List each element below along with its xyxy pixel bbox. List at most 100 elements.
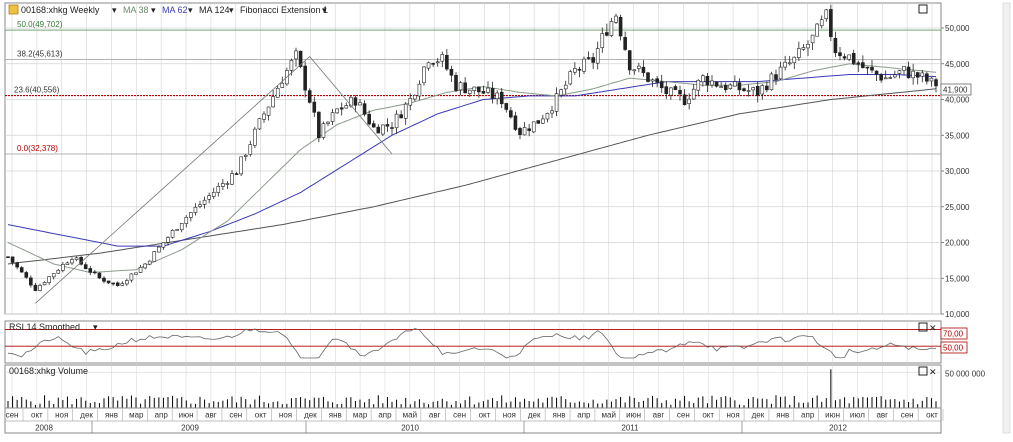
triangle-down-icon[interactable]: ▾ (188, 5, 193, 15)
rsi-maximize-icon[interactable] (918, 322, 928, 332)
month-label: янв (329, 411, 342, 420)
triangle-down-icon[interactable]: ▾ (151, 5, 156, 15)
candle-body (769, 73, 774, 90)
candle-body (751, 87, 755, 91)
month-label: авг (876, 411, 888, 420)
fibonacci-label[interactable]: Fibonacci Extension 1 (240, 5, 328, 15)
month-label: окт (31, 411, 43, 420)
year-label: 2008 (35, 424, 53, 433)
candle-body (111, 282, 115, 285)
fibonacci-level-label: 38.2(45,613) (17, 49, 63, 58)
price-tick-label: 15,000 (945, 274, 970, 283)
candle-body (303, 65, 307, 91)
candle-body (742, 88, 746, 91)
candle-body (426, 62, 431, 69)
candle-body (737, 82, 742, 91)
candle-body (344, 105, 349, 109)
candle-body (810, 34, 815, 44)
month-label: янв (105, 411, 118, 420)
volume-maximize-icon[interactable] (918, 366, 928, 376)
triangle-down-icon[interactable]: ▾ (322, 5, 327, 15)
fibonacci-level-label: 0.0(32,378) (17, 144, 58, 153)
ma38-label[interactable]: MA 38 (123, 5, 149, 15)
right-scrollbar[interactable] (1002, 2, 1011, 434)
month-label: май (602, 411, 616, 420)
candle-body (179, 223, 184, 231)
candle-body (870, 66, 874, 71)
candle-body (550, 110, 554, 114)
candle-body (157, 246, 161, 253)
month-label: апр (155, 411, 169, 420)
candle-body (385, 124, 390, 127)
candle-body (856, 62, 861, 65)
triangle-down-icon[interactable]: ▾ (93, 322, 98, 332)
candle-body (449, 68, 454, 76)
candle-body (627, 50, 632, 71)
candle-body (783, 61, 787, 68)
ma62-label[interactable]: MA 62 (162, 5, 188, 15)
rsi-title[interactable]: RSI 14 Smoothed (9, 322, 80, 332)
candle-body (88, 268, 93, 273)
triangle-down-icon[interactable]: ▾ (229, 5, 234, 15)
rsi-line (7, 328, 937, 359)
candle-body (682, 94, 687, 106)
candle-body (221, 183, 225, 187)
candle-body (38, 285, 42, 291)
candle-body (719, 86, 723, 88)
candle-body (545, 112, 550, 120)
rsi-50-label: 50,00 (943, 344, 964, 353)
month-label: авг (205, 411, 217, 420)
candle-body (687, 98, 691, 105)
candle-body (202, 199, 207, 205)
month-label: июн (626, 411, 641, 420)
candle-body (417, 83, 422, 97)
rsi-close-icon[interactable]: ✕ (929, 323, 937, 333)
triangle-down-icon[interactable]: ▾ (112, 5, 117, 15)
month-label: авг (429, 411, 441, 420)
candle-body (513, 115, 518, 130)
candle-body (915, 72, 920, 78)
instrument-label[interactable]: 00168:xhkg Weekly (21, 5, 100, 15)
fibonacci-trendline (35, 56, 393, 304)
candle-body (115, 282, 120, 286)
candle-body (248, 144, 253, 155)
candle-body (614, 15, 618, 23)
candle-body (193, 206, 198, 213)
rsi-70-label: 70,00 (943, 330, 964, 339)
price-axis: 10,000 15,000 20,000 25,000 30,000 35,000 40,0… (941, 24, 970, 319)
price-tick-label: 30,000 (945, 167, 970, 176)
price-grid (5, 3, 941, 315)
month-label: сен (229, 411, 242, 420)
candle-body (691, 88, 696, 100)
candle-body (705, 76, 710, 86)
volume-close-icon[interactable]: ✕ (929, 367, 937, 377)
candle-body (833, 37, 838, 54)
candle-body (787, 62, 792, 65)
candle-body (143, 263, 147, 269)
candle-body (42, 282, 47, 286)
candle-body (408, 97, 413, 106)
candle-body (125, 280, 129, 285)
ma124-label[interactable]: MA 124 (199, 5, 230, 15)
candle-body (696, 79, 701, 91)
candle-body (234, 173, 239, 175)
candle-body (765, 85, 769, 91)
candle-body (554, 93, 559, 112)
rsi-panel (4, 320, 942, 364)
month-label: июл (850, 411, 865, 420)
candle-body (851, 53, 856, 64)
candle-body (522, 127, 527, 136)
candle-body (746, 90, 751, 92)
volume-bars (7, 369, 937, 408)
candle-body (879, 74, 883, 81)
month-labels: сен окт ноя дек янв мар апр июн авг сен окт ноя дек я… (6, 409, 944, 421)
price-tick-label: 25,000 (945, 203, 970, 212)
volume-title[interactable]: 00168:xhkg Volume (9, 366, 88, 376)
candle-body (10, 256, 15, 263)
candle-body (330, 112, 335, 122)
maximize-icon[interactable] (918, 4, 928, 14)
candle-body (422, 66, 426, 84)
month-label: апр (801, 411, 815, 420)
rsi-70-box (940, 327, 968, 340)
candle-body (472, 86, 477, 91)
